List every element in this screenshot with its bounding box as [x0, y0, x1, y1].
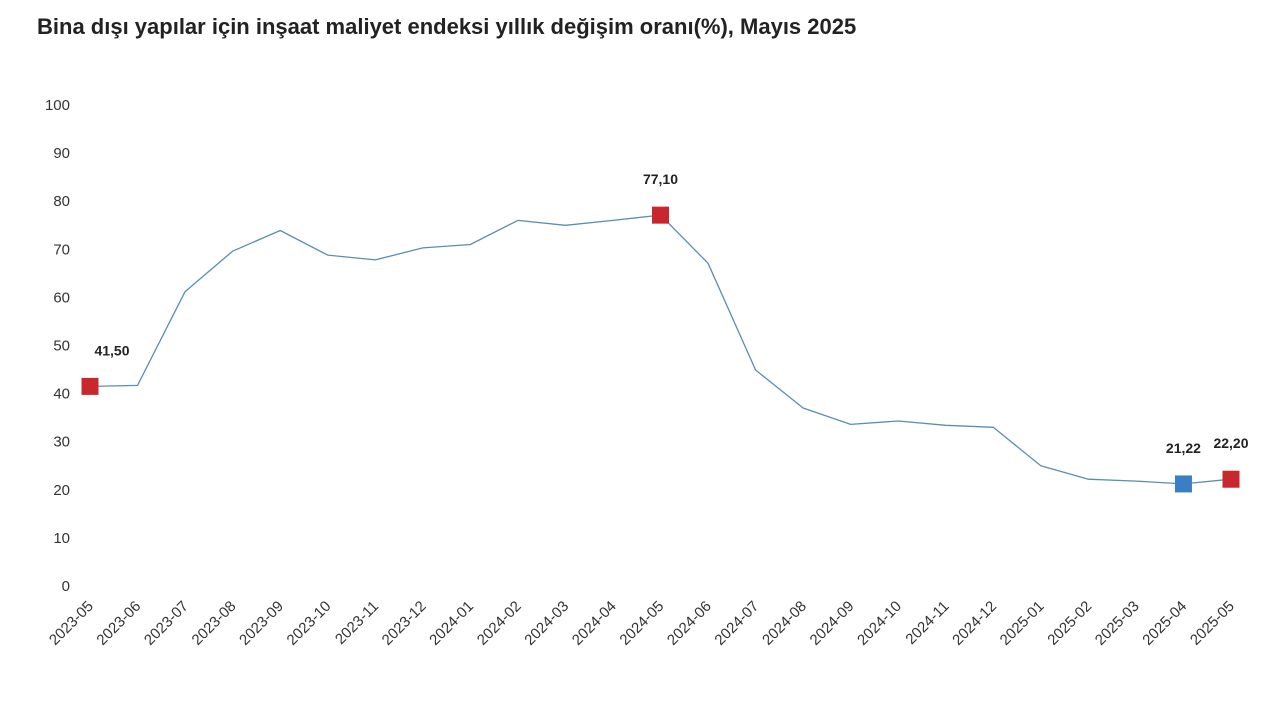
x-tick-label: 2024-07: [711, 598, 762, 649]
x-tick-label: 2023-06: [93, 598, 144, 649]
x-tick-label: 2024-08: [759, 598, 810, 649]
y-tick-label: 20: [53, 482, 70, 499]
series-line: [89, 214, 1232, 485]
x-tick-label: 2025-03: [1092, 598, 1143, 649]
y-tick-label: 10: [53, 530, 70, 547]
data-label: 77,10: [643, 171, 678, 187]
x-tick-label: 2024-06: [664, 598, 715, 649]
x-tick-label: 2025-05: [1187, 598, 1238, 649]
x-tick-label: 2024-03: [521, 598, 572, 649]
y-tick-label: 0: [62, 578, 70, 595]
x-tick-label: 2024-10: [854, 598, 905, 649]
x-tick-label: 2024-09: [807, 598, 858, 649]
x-tick-label: 2023-12: [379, 598, 430, 649]
x-tick-label: 2024-01: [426, 598, 477, 649]
y-tick-label: 60: [53, 289, 70, 306]
y-tick-label: 30: [53, 434, 70, 451]
highlight-marker: [1174, 475, 1192, 493]
x-tick-label: 2023-09: [236, 598, 287, 649]
x-tick-label: 2024-05: [616, 598, 667, 649]
data-label: 41,50: [94, 342, 129, 358]
x-tick-label: 2023-11: [332, 598, 382, 648]
series-layer: [89, 214, 1232, 485]
y-tick-label: 70: [53, 241, 70, 258]
y-tick-label: 40: [53, 386, 70, 403]
x-tick-label: 2024-04: [569, 598, 620, 649]
x-tick-label: 2023-05: [46, 598, 97, 649]
y-tick-label: 50: [53, 338, 70, 355]
highlight-marker: [652, 206, 669, 224]
labels-layer: 41,50 77,10 21,22 22,20: [94, 171, 1248, 456]
data-label: 21,22: [1166, 440, 1201, 456]
y-tick-label: 100: [45, 97, 70, 114]
x-tick-label: 2025-01: [997, 598, 1048, 649]
y-tick-label: 90: [53, 145, 70, 162]
x-tick-label: 2025-02: [1044, 598, 1095, 649]
highlight-marker: [81, 377, 99, 395]
x-tick-label: 2023-07: [141, 598, 192, 649]
x-tick-label: 2024-12: [949, 598, 1000, 649]
y-axis: 0 10 20 30 40 50 60 70 80 90 100: [45, 97, 70, 595]
x-tick-label: 2024-02: [474, 598, 525, 649]
x-axis: 2023-052023-062023-072023-082023-092023-…: [46, 598, 1238, 649]
x-tick-label: 2024-11: [902, 598, 952, 648]
y-tick-label: 80: [53, 193, 70, 210]
data-label: 22,20: [1213, 435, 1248, 451]
x-tick-label: 2023-10: [284, 598, 335, 649]
highlight-marker: [1222, 470, 1240, 488]
markers-layer: [81, 206, 1240, 493]
x-tick-label: 2023-08: [188, 598, 239, 649]
chart-title: Bina dışı yapılar için inşaat maliyet en…: [37, 14, 857, 39]
x-tick-label: 2025-04: [1139, 598, 1190, 649]
